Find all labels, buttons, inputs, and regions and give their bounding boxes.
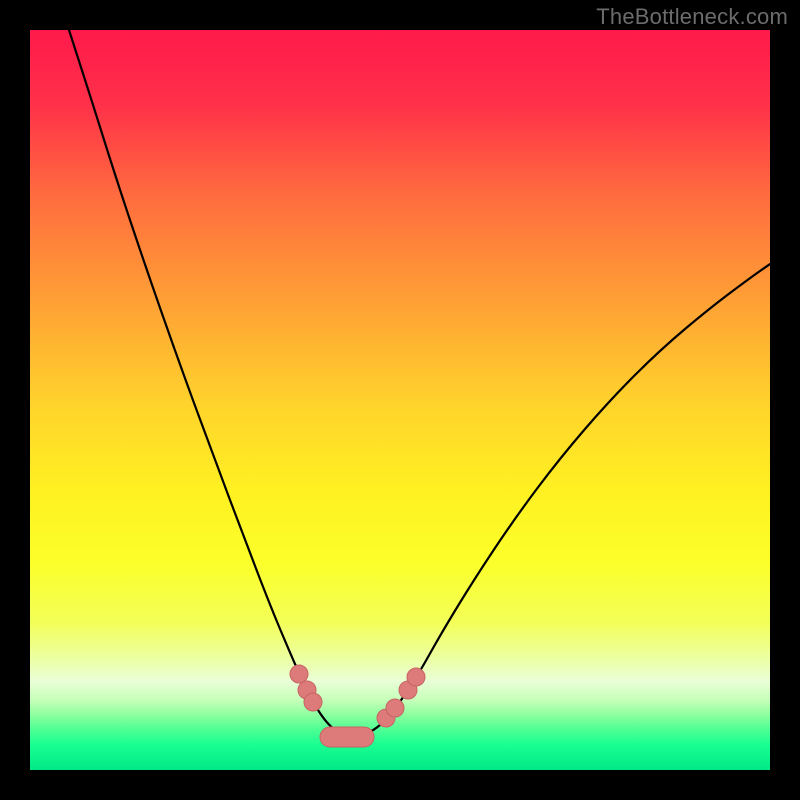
data-marker [290,665,308,683]
watermark-text: TheBottleneck.com [596,4,788,30]
data-marker [386,699,404,717]
chart-frame: TheBottleneck.com [0,0,800,800]
curve-layer [30,30,770,770]
data-marker [407,668,425,686]
trough-marker [320,727,374,747]
marker-group [290,665,425,747]
data-marker [304,693,322,711]
bottleneck-curve [69,30,770,737]
plot-area [30,30,770,770]
